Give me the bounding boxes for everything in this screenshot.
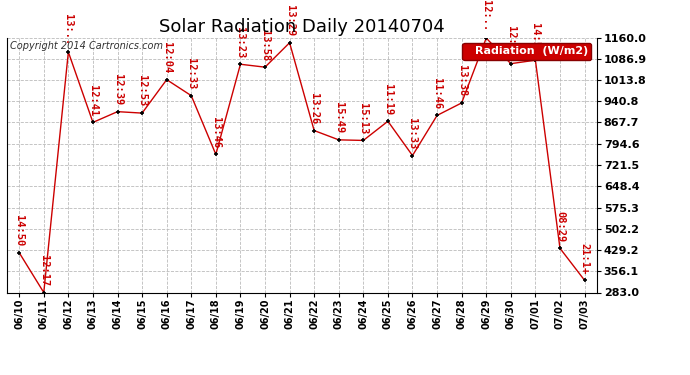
Point	[38, 290, 49, 296]
Point	[186, 93, 197, 99]
Text: 14:5.: 14:5.	[531, 22, 540, 54]
Point	[14, 250, 25, 256]
Text: 12:33: 12:33	[186, 58, 196, 89]
Point	[382, 118, 393, 124]
Point	[358, 137, 369, 143]
Text: 12:41: 12:41	[88, 85, 98, 116]
Point	[210, 152, 221, 157]
Text: 13:26: 13:26	[309, 93, 319, 124]
Text: 11:19: 11:19	[383, 84, 393, 115]
Point	[235, 61, 246, 67]
Text: 13:38: 13:38	[457, 65, 466, 96]
Text: 12:53: 12:53	[137, 75, 147, 107]
Point	[407, 153, 418, 159]
Point	[161, 76, 172, 82]
Point	[63, 49, 74, 55]
Point	[284, 40, 295, 46]
Point	[505, 61, 516, 67]
Point	[431, 112, 442, 118]
Point	[137, 110, 148, 116]
Text: 11:46: 11:46	[432, 78, 442, 109]
Text: 13:46: 13:46	[211, 117, 221, 148]
Point	[555, 245, 566, 251]
Text: Copyright 2014 Cartronics.com: Copyright 2014 Cartronics.com	[10, 41, 163, 51]
Point	[333, 137, 344, 143]
Text: 08:29: 08:29	[555, 211, 565, 242]
Text: 13:..: 13:..	[63, 14, 73, 46]
Text: 13:33: 13:33	[408, 118, 417, 149]
Text: 14:50: 14:50	[14, 215, 24, 246]
Point	[481, 35, 492, 41]
Title: Solar Radiation Daily 20140704: Solar Radiation Daily 20140704	[159, 18, 445, 36]
Text: 12:..: 12:..	[506, 26, 516, 57]
Text: 13:58: 13:58	[260, 30, 270, 61]
Point	[456, 100, 467, 106]
Text: 21:1+: 21:1+	[580, 243, 589, 274]
Text: 12:17: 12:17	[39, 255, 49, 286]
Text: 15:13: 15:13	[358, 103, 368, 134]
Text: 12:04: 12:04	[161, 42, 172, 73]
Text: 15:49: 15:49	[334, 102, 344, 134]
Point	[259, 64, 270, 70]
Point	[530, 57, 541, 63]
Text: 13:29: 13:29	[284, 5, 295, 36]
Point	[112, 109, 123, 115]
Text: 13:23: 13:23	[235, 27, 246, 58]
Point	[88, 119, 99, 125]
Legend: Radiation  (W/m2): Radiation (W/m2)	[462, 43, 591, 60]
Text: 12:..: 12:..	[481, 0, 491, 32]
Point	[579, 277, 590, 283]
Text: 12:39: 12:39	[112, 74, 123, 105]
Point	[308, 128, 319, 134]
